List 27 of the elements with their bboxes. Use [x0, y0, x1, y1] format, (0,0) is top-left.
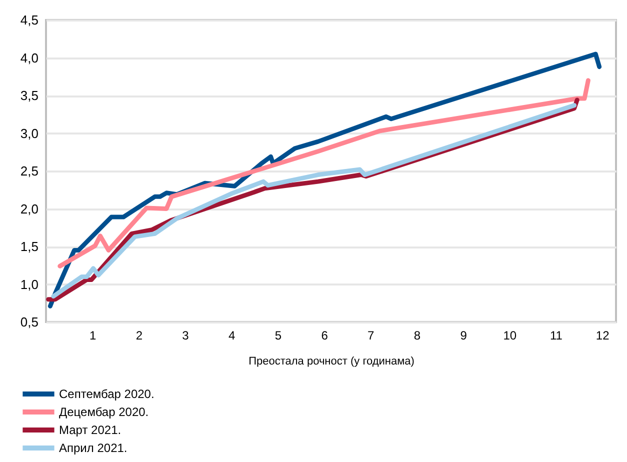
x-axis-title: Преостала рочност (у годинама) — [248, 356, 414, 368]
y-tick-label: 1,0 — [20, 276, 38, 292]
line-series — [58, 78, 590, 268]
y-tick-label: 2,5 — [20, 164, 38, 178]
y-tick-label: 4,0 — [20, 50, 38, 66]
legend-label: Децембар 2020. — [59, 405, 149, 419]
y-tick-label: 2,0 — [20, 201, 38, 216]
x-tick-label: 3 — [182, 328, 190, 342]
y-tick-label: 4,5 — [20, 12, 38, 28]
x-tick-label: 1 — [90, 328, 96, 342]
legend-label: Април 2021. — [59, 441, 128, 455]
x-tick-label: 5 — [274, 328, 282, 342]
legend-label: Март 2021. — [59, 423, 122, 437]
x-tick-label: 2 — [136, 328, 143, 342]
x-tick-label: 6 — [321, 328, 328, 342]
x-tick-label: 7 — [368, 328, 375, 342]
x-tick-label: 8 — [414, 328, 421, 342]
y-tick-label: 3,0 — [20, 126, 38, 141]
x-tick-label: 4 — [228, 328, 236, 342]
legend-label: Септембар 2020. — [59, 387, 154, 401]
y-tick-label: 3,5 — [20, 88, 38, 103]
x-tick-label: 11 — [550, 328, 563, 342]
y-tick-label: 1,5 — [20, 239, 38, 254]
y-tick-label: 0,5 — [20, 314, 38, 330]
x-tick-label: 12 — [596, 328, 610, 342]
x-tick-label: 9 — [460, 328, 468, 342]
x-tick-label: 10 — [503, 328, 517, 342]
